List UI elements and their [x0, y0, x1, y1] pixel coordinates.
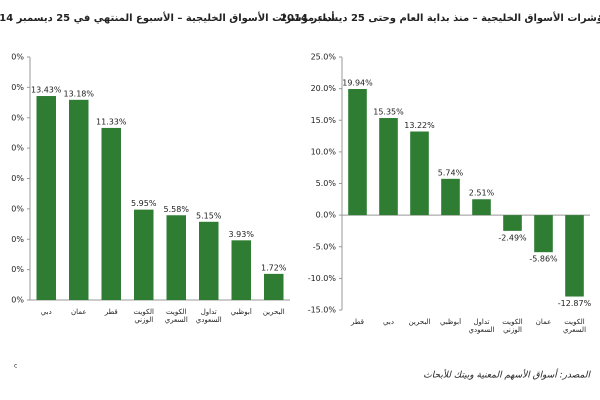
x-tick-label-box: الكويت السعري	[164, 308, 188, 324]
bar	[231, 240, 251, 300]
value-label: 5.15%	[196, 211, 222, 220]
x-tick-label-box: دبي	[40, 308, 52, 316]
x-tick-label: تداول السعودي	[195, 308, 222, 324]
value-label: -12.87%	[558, 299, 592, 308]
chart-title: أداء مؤشرات الأسواق الخليجية – منذ بداية…	[280, 11, 600, 24]
x-tick-label: أبوظبي	[230, 308, 252, 316]
bar	[472, 199, 491, 216]
x-tick-label: الكويت الوزني	[133, 308, 154, 324]
x-tick-label-box: البحرين	[408, 318, 431, 326]
y-tick-label: 0%	[11, 296, 24, 305]
x-tick-label-box: قطر	[351, 318, 364, 326]
x-tick-label: الكويت السعري	[164, 308, 188, 324]
x-tick-label: الكويت الوزني	[502, 318, 523, 334]
value-label: 3.93%	[229, 230, 255, 239]
bar	[441, 178, 460, 216]
chart-title: أداء مؤشرات الأسواق الخليجية – الأسبوع ا…	[0, 11, 335, 24]
x-tick-label: أبوظبي	[439, 318, 462, 326]
x-tick-label-box: الكويت السعري	[562, 318, 587, 334]
y-tick-label: 5.0%	[316, 179, 337, 188]
x-tick-label: قطر	[104, 308, 118, 316]
y-tick-label: 0.0%	[316, 211, 337, 220]
value-label: 13.18%	[63, 89, 94, 98]
y-tick-label: 0%	[11, 83, 24, 92]
x-tick-label: الكويت السعري	[562, 318, 587, 334]
x-tick-label: دبي	[383, 318, 394, 326]
value-label: 13.43%	[31, 86, 62, 95]
bar	[36, 96, 56, 300]
bar	[503, 215, 522, 231]
bar	[69, 99, 89, 300]
bar	[199, 221, 219, 300]
value-label: 5.74%	[438, 168, 464, 177]
y-tick-label: -5.0%	[313, 242, 337, 251]
x-tick-label-box: دبي	[383, 318, 394, 326]
x-tick-label: دبي	[40, 308, 52, 316]
y-tick-label: 0%	[11, 113, 24, 122]
y-tick-label: 10.0%	[311, 147, 337, 156]
x-tick-label-box: قطر	[104, 308, 118, 316]
bar	[348, 89, 367, 216]
value-label: -5.86%	[529, 255, 558, 264]
bar	[565, 215, 584, 297]
x-tick-label-box: أبوظبي	[230, 308, 252, 316]
x-tick-label: البحرين	[262, 308, 285, 316]
y-tick-label: -15.0%	[308, 306, 337, 315]
bar	[379, 118, 398, 216]
bar	[264, 273, 284, 300]
value-label: 5.58%	[164, 205, 190, 214]
bar	[410, 131, 429, 216]
y-tick-label: 0%	[11, 265, 24, 274]
x-tick-label: عمان	[535, 318, 552, 326]
value-label: -2.49%	[498, 233, 527, 242]
x-tick-label-box: البحرين	[262, 308, 285, 316]
bar	[166, 215, 186, 300]
y-tick-label: 0%	[11, 204, 24, 213]
value-label: 11.33%	[96, 117, 127, 126]
x-tick-label: عمان	[71, 308, 87, 316]
x-tick-label: تداول السعودي	[468, 318, 495, 334]
x-tick-label-box: عمان	[535, 318, 552, 326]
footer-mark: c	[14, 363, 17, 370]
y-tick-label: 0%	[11, 144, 24, 153]
y-tick-label: 15.0%	[311, 116, 337, 125]
bar	[101, 127, 121, 300]
x-tick-label-box: تداول السعودي	[468, 318, 495, 334]
value-label: 15.35%	[373, 108, 404, 117]
value-label: 1.72%	[261, 263, 287, 272]
value-label: 2.51%	[469, 189, 495, 198]
x-tick-label-box: الكويت الوزني	[133, 308, 154, 324]
x-tick-label-box: الكويت الوزني	[502, 318, 523, 334]
source: المصدر: أسواق الأسهم المعنية وبيتك للأبح…	[423, 369, 591, 381]
value-label: 19.94%	[342, 79, 373, 88]
x-tick-label: قطر	[351, 318, 364, 326]
bar	[534, 215, 553, 253]
y-tick-label: -10.0%	[308, 274, 337, 283]
bar	[134, 209, 154, 300]
y-tick-label: 20.0%	[311, 84, 337, 93]
value-label: 13.22%	[404, 121, 435, 130]
y-tick-label: 25.0%	[311, 53, 337, 62]
x-tick-label-box: أبوظبي	[439, 318, 462, 326]
y-tick-label: 0%	[11, 53, 24, 62]
x-tick-label-box: عمان	[71, 308, 87, 316]
value-label: 5.95%	[131, 199, 157, 208]
x-tick-label: البحرين	[408, 318, 431, 326]
y-tick-label: 0%	[11, 235, 24, 244]
y-tick-label: 0%	[11, 174, 24, 183]
x-tick-label-box: تداول السعودي	[195, 308, 222, 324]
